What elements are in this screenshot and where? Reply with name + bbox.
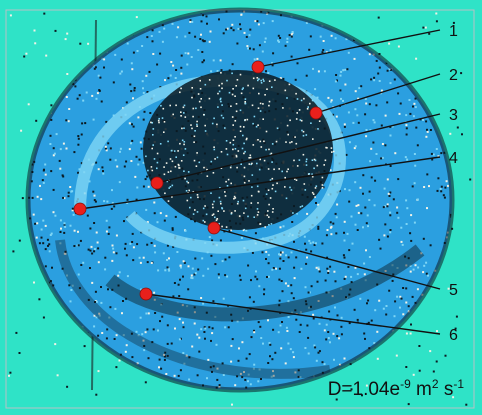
- callout-leaders: [79, 29, 441, 335]
- outer-dark-arc: [55, 239, 331, 379]
- leader-line-4: [79, 156, 441, 210]
- leader-line-6: [145, 293, 441, 335]
- callout-label-3: 3: [449, 107, 458, 124]
- callout-label-4: 4: [449, 150, 458, 167]
- marker-1: [251, 60, 265, 74]
- leader-line-3: [156, 113, 441, 184]
- marker-5: [207, 221, 221, 235]
- callout-label-6: 6: [449, 327, 458, 344]
- leader-line-5: [213, 227, 441, 290]
- caption-exponent-2: 2: [431, 377, 439, 391]
- light-band-ring: [74, 74, 346, 254]
- particle-disc: [25, 7, 455, 393]
- marker-4: [73, 202, 87, 216]
- disc-rim: [25, 7, 455, 393]
- caption-unit-s: s: [438, 379, 454, 400]
- callout-label-5: 5: [449, 282, 458, 299]
- core-speckle: [145, 72, 335, 232]
- marker-2: [309, 106, 323, 120]
- callout-label-2: 2: [449, 67, 458, 84]
- leader-line-1: [257, 29, 441, 68]
- dark-core: [143, 70, 333, 230]
- lower-dark-band: [105, 244, 425, 322]
- marker-3: [150, 176, 164, 190]
- background-speckle: [8, 12, 472, 406]
- caption-prefix: D=1.04e: [327, 379, 401, 400]
- callout-markers: [73, 60, 323, 301]
- caption-exponent-3: -1: [453, 377, 464, 391]
- callout-labels: 1 2 3 4 5 6: [449, 23, 458, 344]
- caption-exponent-1: -9: [400, 377, 411, 391]
- caption-unit-m: m: [410, 379, 432, 400]
- callout-label-1: 1: [449, 23, 458, 40]
- diffusion-coefficient-caption: D=1.04e-9 m2 s-1: [327, 377, 464, 401]
- marker-6: [139, 287, 153, 301]
- leader-line-2: [315, 73, 441, 114]
